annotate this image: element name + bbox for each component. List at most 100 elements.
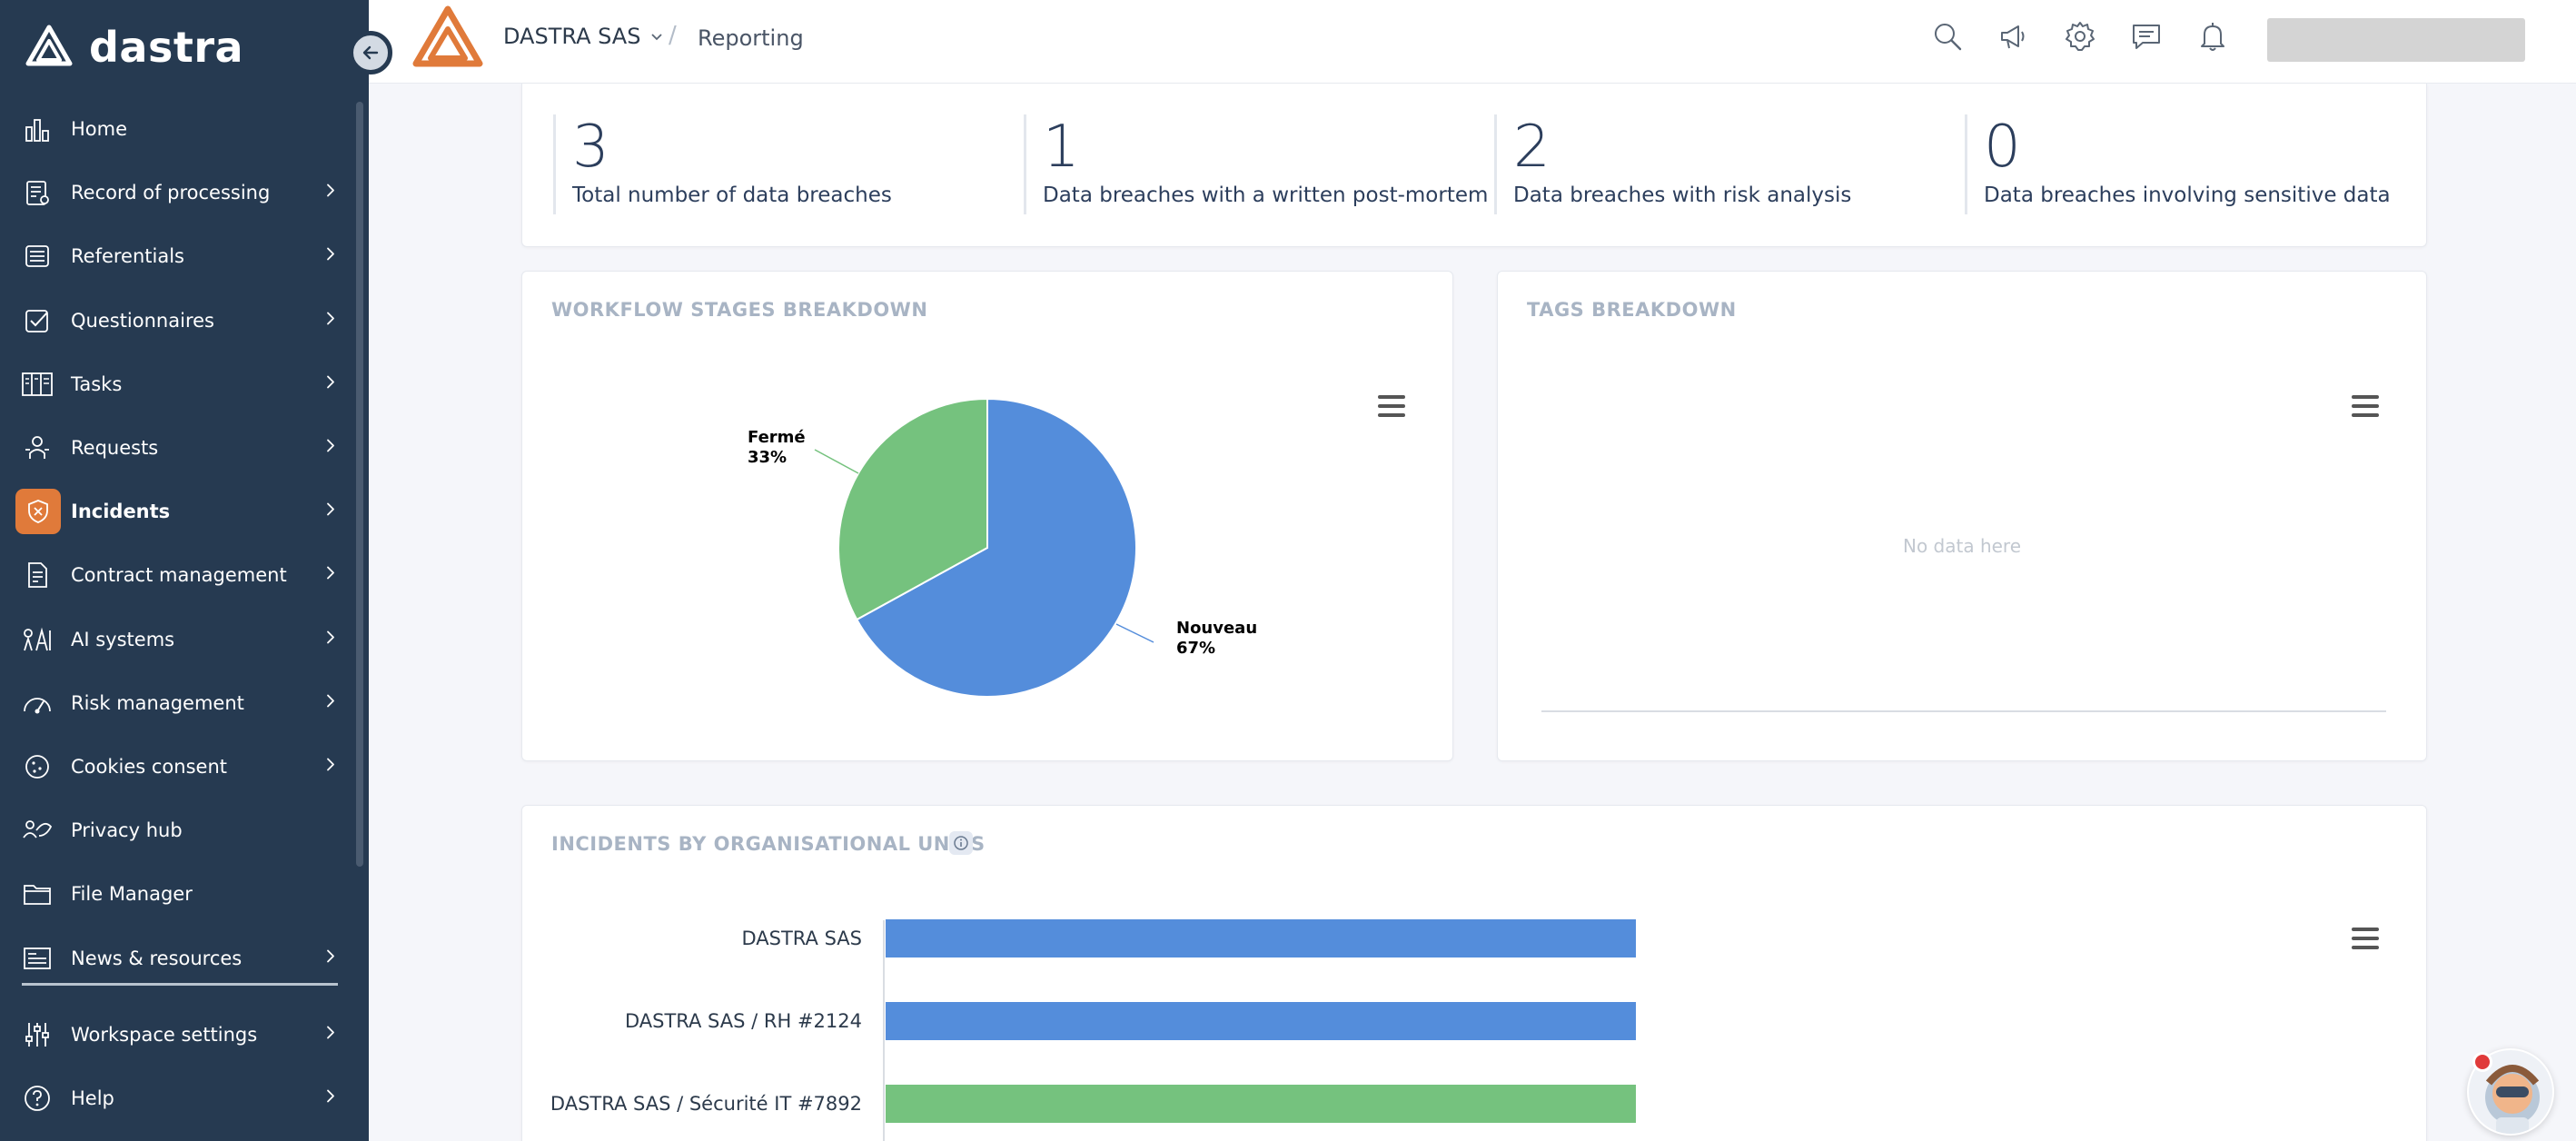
- units-title: INCIDENTS BY ORGANISATIONAL UNITS: [551, 833, 986, 855]
- breadcrumb-separator: /: [669, 22, 677, 49]
- notification-dot: [2472, 1052, 2492, 1072]
- chevron-right-icon: [323, 691, 338, 714]
- chevron-right-icon: [323, 947, 338, 969]
- person-request-icon: [18, 429, 56, 467]
- sidebar-item-label: Referentials: [71, 245, 184, 268]
- org-switcher[interactable]: DASTRA SAS: [503, 24, 664, 49]
- sidebar-item-label: Requests: [71, 437, 159, 460]
- sidebar-item-contract-management[interactable]: Contract management: [0, 543, 354, 607]
- ai-icon: [18, 620, 56, 659]
- chevron-right-icon: [323, 628, 338, 650]
- chevron-right-icon: [323, 1087, 338, 1110]
- bar-dastra-sas[interactable]: [886, 919, 1636, 957]
- info-icon[interactable]: [949, 831, 973, 855]
- chart-menu-icon[interactable]: [2352, 395, 2379, 417]
- org-logo-icon[interactable]: [412, 5, 483, 71]
- sidebar-bottom-nav: Workspace settings Help: [0, 1003, 354, 1130]
- stat-label: Data breaches with a written post-mortem: [1043, 184, 1489, 207]
- sidebar-item-label: Record of processing: [71, 182, 271, 204]
- sidebar: dastra Home Record of processing Referenti…: [0, 0, 369, 1141]
- collapse-sidebar-button[interactable]: [349, 31, 392, 74]
- sidebar-scrollbar[interactable]: [356, 102, 363, 867]
- pie-label-name: Fermé: [748, 428, 806, 447]
- stat-value: 0: [1984, 114, 2021, 181]
- sidebar-item-label: News & resources: [71, 947, 243, 969]
- stat-block: 0 Data breaches involving sensitive data: [1965, 114, 2391, 214]
- sidebar-item-questionnaires[interactable]: Questionnaires: [0, 289, 354, 352]
- pie-label-percent: 33%: [748, 448, 787, 467]
- sidebar-item-workspace-settings[interactable]: Workspace settings: [0, 1003, 354, 1067]
- pie-label-percent: 67%: [1176, 639, 1215, 658]
- sidebar-item-home[interactable]: Home: [0, 97, 354, 161]
- sidebar-item-label: AI systems: [71, 628, 175, 650]
- chevron-right-icon: [323, 755, 338, 778]
- sidebar-item-label: Privacy hub: [71, 819, 183, 842]
- stat-block: 3 Total number of data breaches: [553, 114, 892, 214]
- folder-icon: [18, 875, 56, 913]
- sidebar-nav: Home Record of processing Referentials Ques…: [0, 97, 354, 990]
- sidebar-item-cookies-consent[interactable]: Cookies consent: [0, 735, 354, 799]
- dastra-logo-icon: [25, 25, 73, 70]
- sidebar-item-label: Cookies consent: [71, 755, 227, 778]
- brand[interactable]: dastra: [25, 20, 243, 74]
- stats-card: 3 Total number of data breaches 1 Data brea…: [521, 84, 2427, 247]
- sidebar-item-label: Workspace settings: [71, 1024, 258, 1047]
- top-bar: DASTRA SAS / Reporting: [369, 0, 2576, 84]
- workflow-title: WORKFLOW STAGES BREAKDOWN: [551, 299, 928, 321]
- chevron-right-icon: [323, 245, 338, 268]
- stat-block: 2 Data breaches with risk analysis: [1494, 114, 1851, 214]
- pie-slice-ferm[interactable]: [837, 397, 988, 621]
- sidebar-item-file-manager[interactable]: File Manager: [0, 862, 354, 926]
- sidebar-item-help[interactable]: Help: [0, 1067, 354, 1130]
- message-icon[interactable]: [2128, 18, 2165, 55]
- gear-icon[interactable]: [2062, 18, 2098, 55]
- chevron-right-icon: [323, 182, 338, 204]
- chart-axis: [1541, 710, 2386, 712]
- pie-slice-nouveau[interactable]: [855, 397, 1137, 698]
- sidebar-item-record-of-processing[interactable]: Record of processing: [0, 161, 354, 224]
- bell-icon[interactable]: [2195, 18, 2231, 55]
- search-icon[interactable]: [1929, 18, 1966, 55]
- user-menu[interactable]: [2267, 18, 2525, 62]
- sidebar-divider: [22, 983, 338, 986]
- sidebar-item-requests[interactable]: Requests: [0, 416, 354, 480]
- chart-menu-icon[interactable]: [2352, 928, 2379, 949]
- chat-assistant-button[interactable]: [2467, 1048, 2554, 1136]
- checkbox-icon: [18, 302, 56, 340]
- sidebar-item-news-and-resources[interactable]: News & resources: [0, 926, 354, 989]
- megaphone-icon[interactable]: [1995, 18, 2031, 55]
- brand-name: dastra: [89, 23, 244, 72]
- pie-connector-line: [1115, 623, 1154, 643]
- chevron-right-icon: [323, 1024, 338, 1047]
- privacy-hub-icon: [18, 811, 56, 849]
- sidebar-item-privacy-hub[interactable]: Privacy hub: [0, 799, 354, 862]
- stat-block: 1 Data breaches with a written post-morte…: [1024, 114, 1488, 214]
- page-title: Reporting: [698, 25, 804, 51]
- sidebar-item-ai-systems[interactable]: AI systems: [0, 608, 354, 671]
- bar-dastra-sas-s-curit-it-7892[interactable]: [886, 1085, 1636, 1123]
- sidebar-item-label: Incidents: [71, 501, 171, 523]
- chevron-right-icon: [323, 309, 338, 332]
- sidebar-item-incidents[interactable]: Incidents: [0, 480, 354, 543]
- cookie-icon: [18, 748, 56, 786]
- chart-menu-icon[interactable]: [1378, 395, 1405, 417]
- sidebar-item-risk-management[interactable]: Risk management: [0, 671, 354, 735]
- stat-label: Data breaches with risk analysis: [1513, 184, 1852, 207]
- org-name: DASTRA SAS: [503, 24, 641, 49]
- chevron-right-icon: [323, 437, 338, 460]
- sidebar-item-tasks[interactable]: Tasks: [0, 352, 354, 416]
- empty-state-text: No data here: [1902, 535, 2022, 557]
- kanban-icon: [18, 365, 56, 403]
- arrow-left-icon: [362, 45, 379, 60]
- stat-label: Data breaches involving sensitive data: [1984, 184, 2391, 207]
- news-icon: [18, 939, 56, 977]
- database-icon: [18, 237, 56, 275]
- sidebar-item-label: Questionnaires: [71, 309, 214, 332]
- pie-connector-line: [814, 449, 859, 474]
- shield-icon: [15, 489, 61, 535]
- bar-category-label: DASTRA SAS: [741, 928, 862, 949]
- sidebar-item-referentials[interactable]: Referentials: [0, 224, 354, 288]
- gauge-icon: [18, 684, 56, 722]
- bar-dastra-sas-rh-2124[interactable]: [886, 1002, 1636, 1040]
